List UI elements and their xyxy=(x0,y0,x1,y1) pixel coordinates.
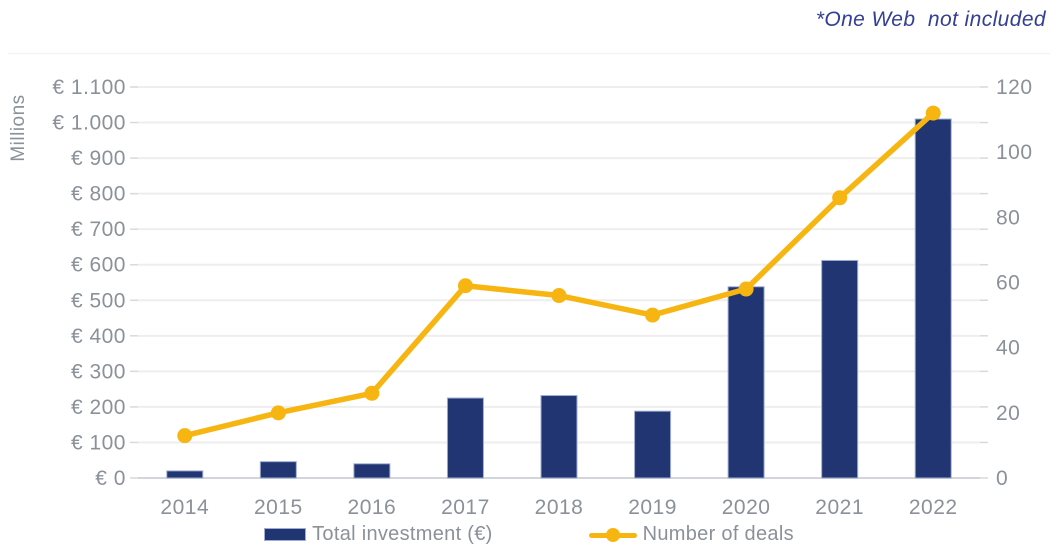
right-axis-tick-label: 100 xyxy=(996,141,1033,164)
left-axis-tick-label: € 1.100 xyxy=(52,76,126,99)
legend: Total investment (€) Number of deals xyxy=(0,523,1058,546)
right-axis-tick-label: 20 xyxy=(996,402,1020,425)
x-axis-label-2019: 2019 xyxy=(628,496,677,519)
line-series-swatch xyxy=(588,527,637,542)
left-axis-tick-label: € 400 xyxy=(71,325,126,348)
line-marker-2016 xyxy=(364,385,380,401)
bar-2021 xyxy=(821,259,859,479)
bar-2019 xyxy=(634,410,672,479)
x-axis-label-2022: 2022 xyxy=(909,496,958,519)
bar-2015 xyxy=(259,461,297,479)
x-axis-label-2015: 2015 xyxy=(254,496,303,519)
x-axis-label-2016: 2016 xyxy=(348,496,397,519)
bar-2014 xyxy=(166,470,204,479)
bar-2022 xyxy=(914,118,952,479)
right-axis-tick-label: 60 xyxy=(996,272,1020,295)
line-swatch-marker xyxy=(605,527,620,542)
left-axis-tick-label: € 800 xyxy=(71,183,126,206)
x-axis-label-2020: 2020 xyxy=(722,496,771,519)
x-axis-label-2014: 2014 xyxy=(160,496,209,519)
legend-label-number-of-deals: Number of deals xyxy=(642,523,794,545)
left-axis-tick-label: € 200 xyxy=(71,396,126,419)
legend-item-total-investment: Total investment (€) xyxy=(264,523,493,546)
right-axis-tick-label: 0 xyxy=(996,467,1008,490)
left-axis-tick-label: € 0 xyxy=(95,467,126,490)
line-marker-2019 xyxy=(645,307,661,323)
left-axis-tick-label: € 700 xyxy=(71,218,126,241)
bar-series-swatch xyxy=(264,528,307,541)
line-marker-2014 xyxy=(177,428,193,444)
left-axis-tick-label: € 1.000 xyxy=(52,112,126,135)
line-marker-2021 xyxy=(832,190,848,206)
left-axis-tick-label: € 900 xyxy=(71,147,126,170)
footnote-annotation: *One Web not included xyxy=(815,8,1046,31)
left-axis-tick-label: € 300 xyxy=(71,360,126,383)
x-axis-label-2021: 2021 xyxy=(815,496,864,519)
line-marker-2017 xyxy=(457,278,473,294)
bar-2016 xyxy=(353,463,391,479)
bar-2018 xyxy=(540,395,578,479)
line-marker-2018 xyxy=(551,288,567,304)
right-axis-tick-label: 40 xyxy=(996,337,1020,360)
line-marker-2022 xyxy=(925,105,941,121)
right-axis-tick-label: 120 xyxy=(996,76,1033,99)
left-axis-tick-label: € 600 xyxy=(71,254,126,277)
legend-item-number-of-deals: Number of deals xyxy=(588,523,794,546)
legend-label-total-investment: Total investment (€) xyxy=(312,523,493,545)
x-axis-label-2017: 2017 xyxy=(441,496,490,519)
left-axis-title: Millions xyxy=(8,94,29,161)
right-axis-tick-label: 80 xyxy=(996,206,1020,229)
bar-2017 xyxy=(446,397,484,479)
left-axis-tick-label: € 500 xyxy=(71,289,126,312)
bar-2020 xyxy=(727,286,765,479)
line-marker-2020 xyxy=(738,281,754,297)
line-marker-2015 xyxy=(270,405,286,421)
deals-line xyxy=(182,110,936,439)
x-axis-label-2018: 2018 xyxy=(535,496,584,519)
left-axis-tick-label: € 100 xyxy=(71,431,126,454)
